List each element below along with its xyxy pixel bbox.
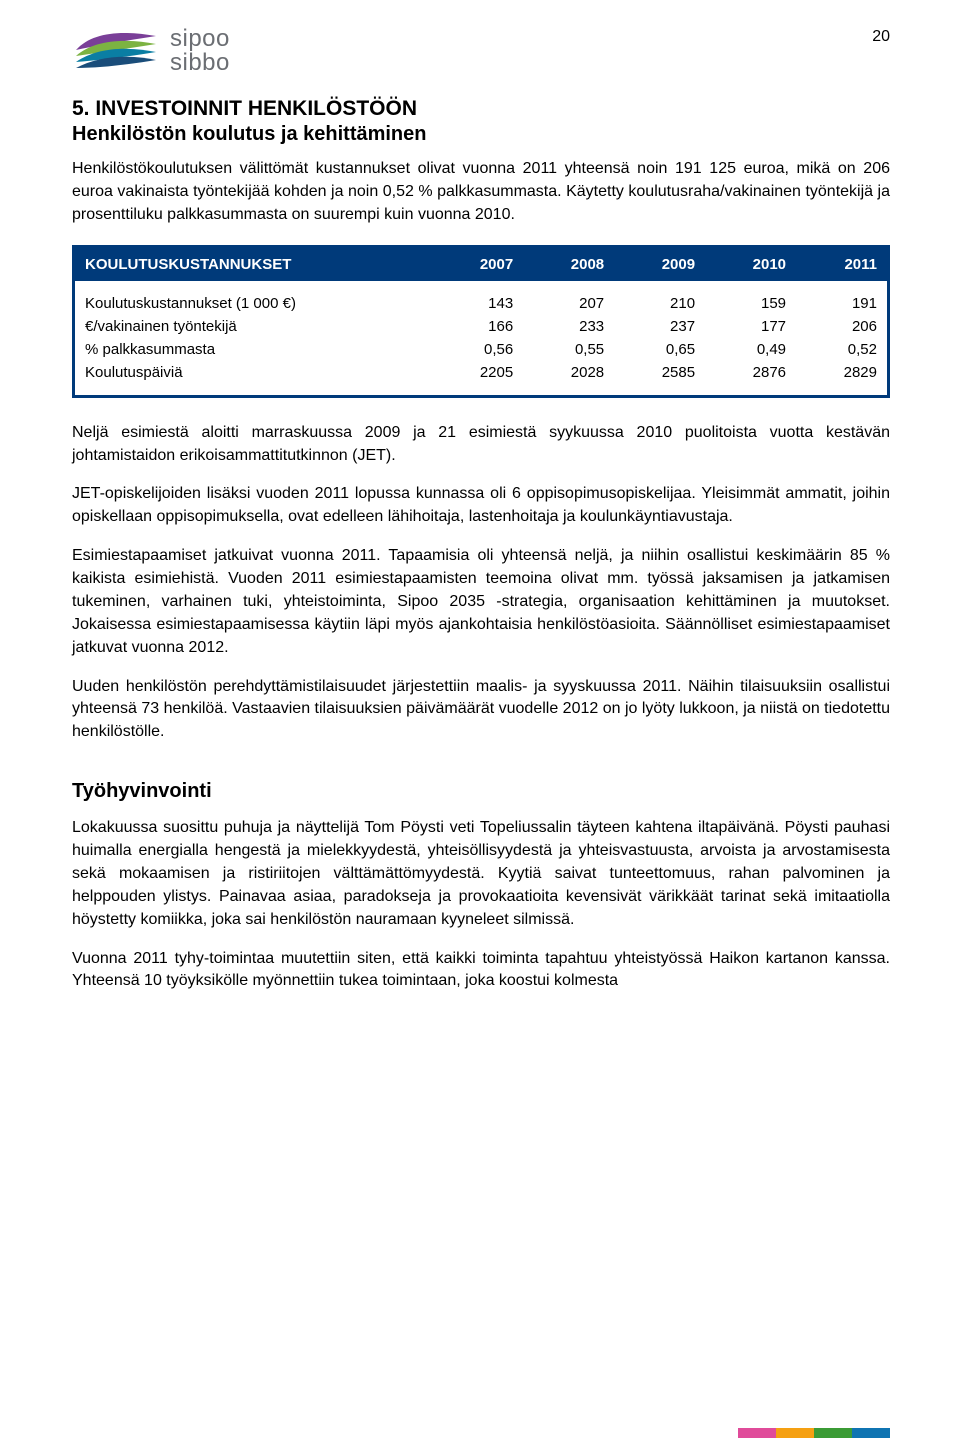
stripe xyxy=(852,1428,890,1438)
cell-value: 2028 xyxy=(523,361,614,395)
stripe xyxy=(776,1428,814,1438)
cell-value: 0,65 xyxy=(614,338,705,361)
cell-value: 207 xyxy=(523,281,614,315)
year-col: 2008 xyxy=(523,248,614,281)
year-col: 2010 xyxy=(705,248,796,281)
stripe xyxy=(738,1428,776,1438)
row-label: €/vakinainen työntekijä xyxy=(75,315,432,338)
cell-value: 0,49 xyxy=(705,338,796,361)
cell-value: 159 xyxy=(705,281,796,315)
cell-value: 206 xyxy=(796,315,887,338)
body-paragraph: Lokakuussa suosittu puhuja ja näyttelijä… xyxy=(72,817,890,931)
body-paragraph: Uuden henkilöstön perehdyttämistilaisuud… xyxy=(72,676,890,745)
row-label: Koulutuskustannukset (1 000 €) xyxy=(75,281,432,315)
logo-line1: sipoo xyxy=(170,27,230,51)
body-paragraph: Esimiestapaamiset jatkuivat vuonna 2011.… xyxy=(72,545,890,659)
heading-main: 5. INVESTOINNIT HENKILÖSTÖÖN xyxy=(72,97,890,121)
cell-value: 237 xyxy=(614,315,705,338)
cell-value: 177 xyxy=(705,315,796,338)
body-paragraph: Neljä esimiestä aloitti marraskuussa 200… xyxy=(72,422,890,468)
subheading: Henkilöstön koulutus ja kehittäminen xyxy=(72,123,890,146)
logo-swoosh-icon xyxy=(72,22,160,79)
cell-value: 191 xyxy=(796,281,887,315)
cell-value: 0,56 xyxy=(432,338,523,361)
training-cost-table: KOULUTUSKUSTANNUKSET 2007 2008 2009 2010… xyxy=(72,245,890,398)
cell-value: 166 xyxy=(432,315,523,338)
table-title-cell: KOULUTUSKUSTANNUKSET xyxy=(75,248,432,281)
year-col: 2007 xyxy=(432,248,523,281)
table-row: Koulutuskustannukset (1 000 €)1432072101… xyxy=(75,281,887,315)
logo: sipoo sibbo xyxy=(72,22,230,79)
year-col: 2009 xyxy=(614,248,705,281)
cell-value: 2876 xyxy=(705,361,796,395)
row-label: Koulutuspäiviä xyxy=(75,361,432,395)
table-row: % palkkasummasta0,560,550,650,490,52 xyxy=(75,338,887,361)
stripe xyxy=(814,1428,852,1438)
header-row: sipoo sibbo 20 xyxy=(72,22,890,79)
row-label: % palkkasummasta xyxy=(75,338,432,361)
logo-line2: sibbo xyxy=(170,51,230,75)
page: sipoo sibbo 20 5. INVESTOINNIT HENKILÖST… xyxy=(0,0,960,1450)
table-row: Koulutuspäiviä22052028258528762829 xyxy=(75,361,887,395)
logo-text: sipoo sibbo xyxy=(170,27,230,75)
cell-value: 143 xyxy=(432,281,523,315)
table-row: €/vakinainen työntekijä166233237177206 xyxy=(75,315,887,338)
cell-value: 233 xyxy=(523,315,614,338)
table-body: Koulutuskustannukset (1 000 €)1432072101… xyxy=(75,281,887,395)
table-header-row: KOULUTUSKUSTANNUKSET 2007 2008 2009 2010… xyxy=(75,248,887,281)
cell-value: 2205 xyxy=(432,361,523,395)
footer-stripes-icon xyxy=(738,1428,890,1438)
page-number: 20 xyxy=(872,22,890,46)
section-heading-tyohyvinvointi: Työhyvinvointi xyxy=(72,780,890,803)
intro-paragraph-1: Henkilöstökoulutuksen välittömät kustann… xyxy=(72,158,890,227)
cell-value: 2585 xyxy=(614,361,705,395)
year-col: 2011 xyxy=(796,248,887,281)
cell-value: 2829 xyxy=(796,361,887,395)
cell-value: 0,52 xyxy=(796,338,887,361)
body-paragraph: Vuonna 2011 tyhy-toimintaa muutettiin si… xyxy=(72,948,890,994)
cell-value: 0,55 xyxy=(523,338,614,361)
body-paragraph: JET-opiskelijoiden lisäksi vuoden 2011 l… xyxy=(72,483,890,529)
cell-value: 210 xyxy=(614,281,705,315)
